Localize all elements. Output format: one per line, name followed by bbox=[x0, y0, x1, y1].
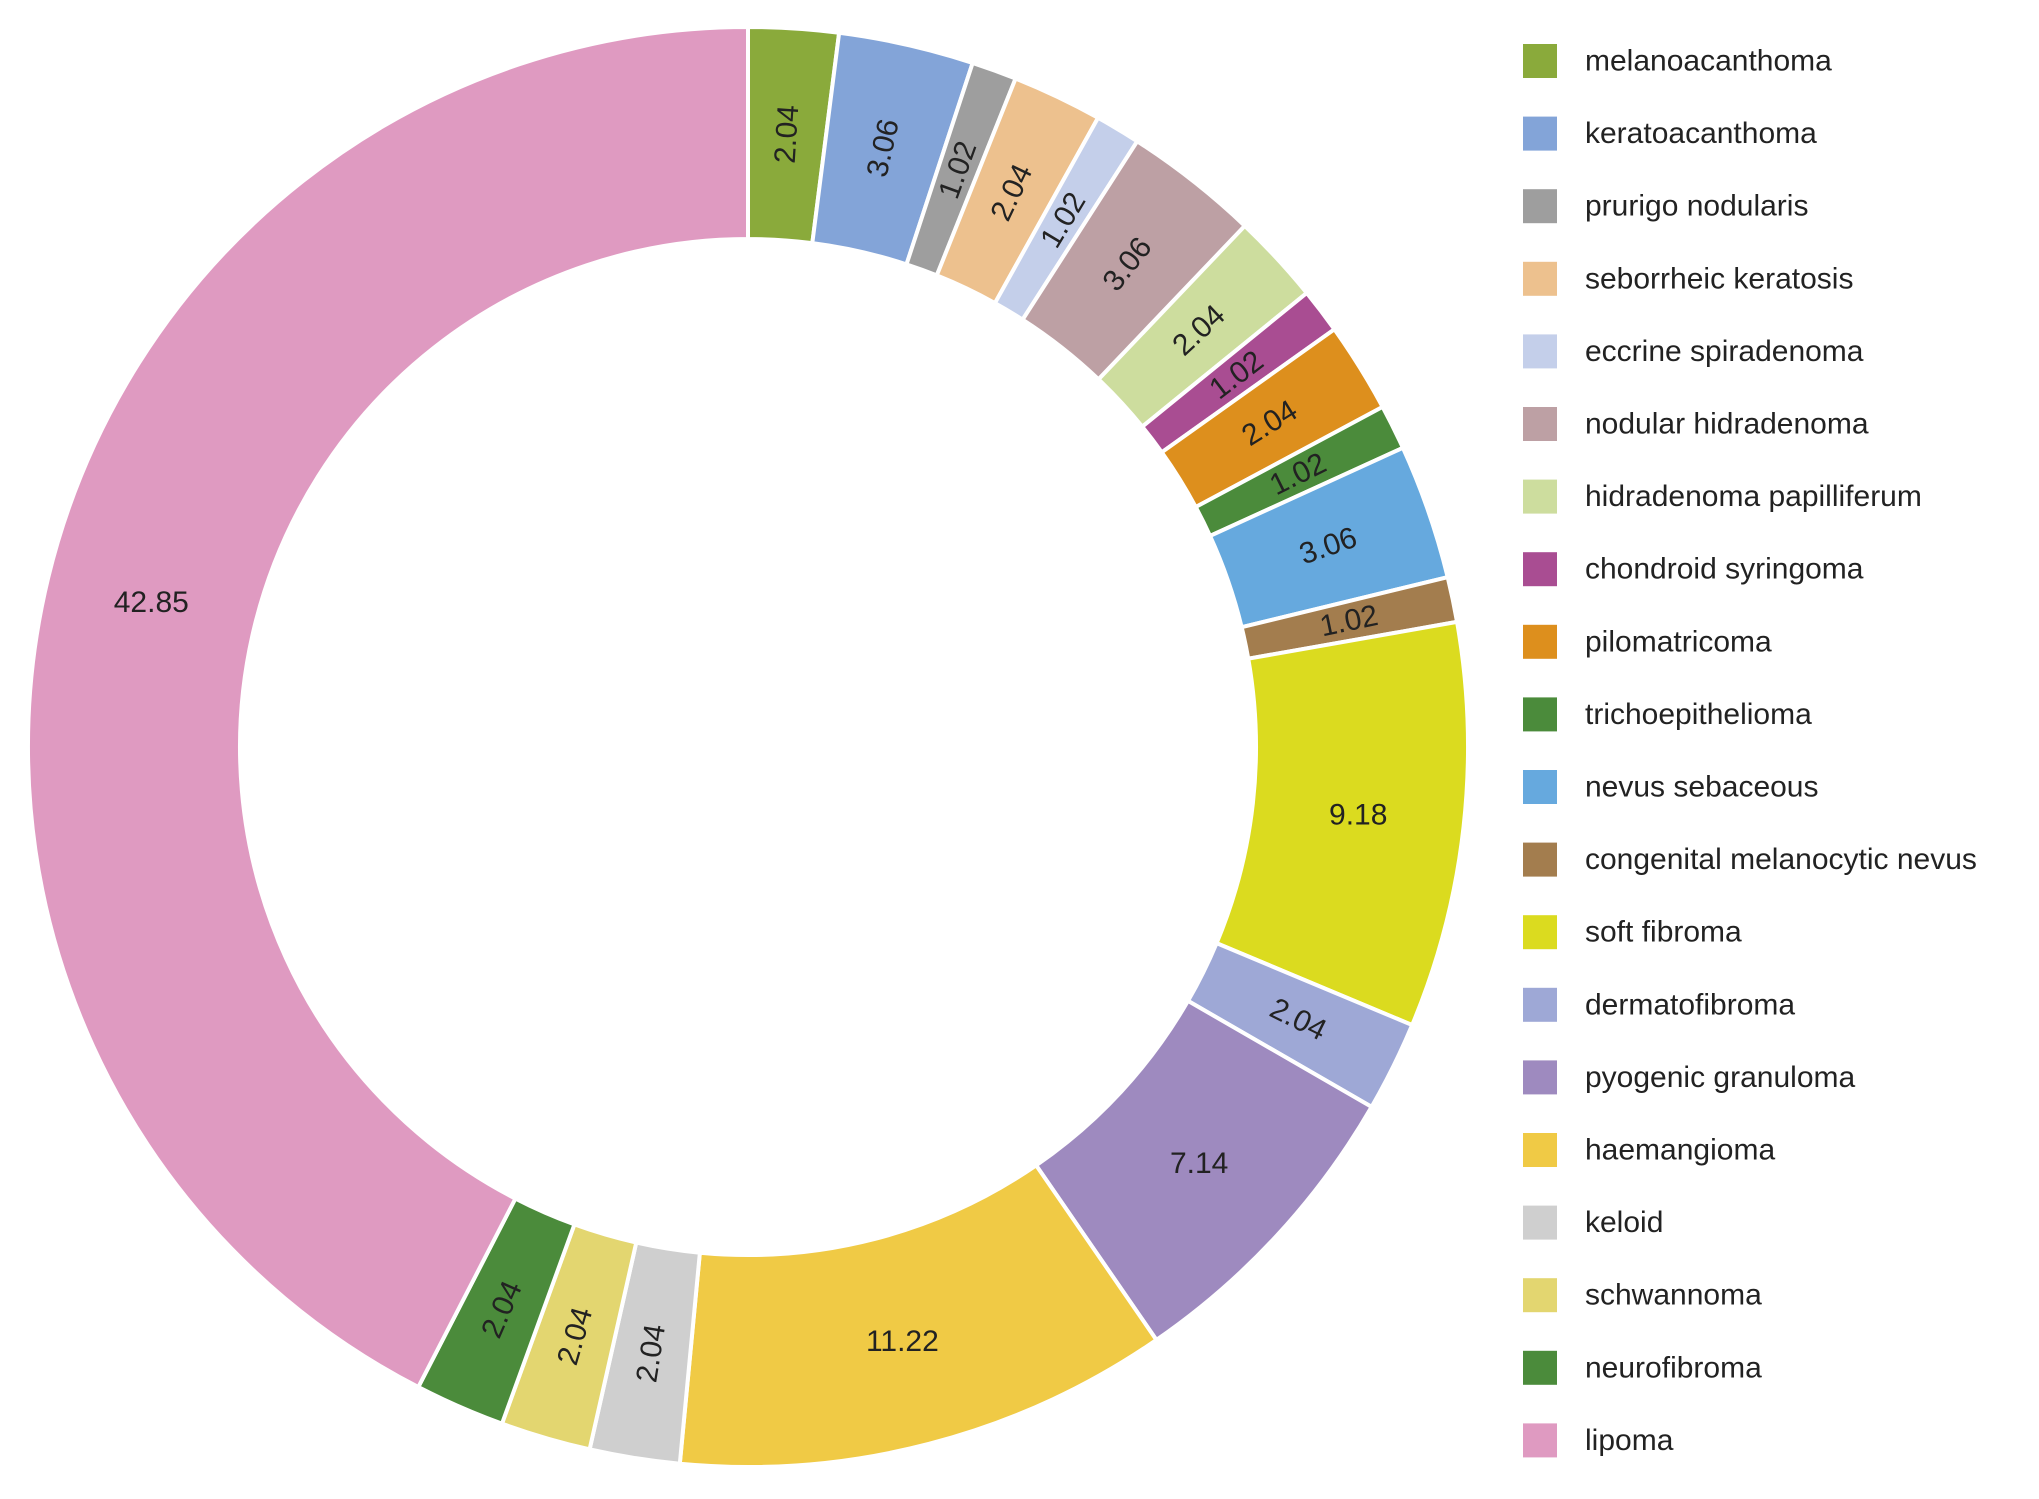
legend-label-seborrheic-keratosis: seborrheic keratosis bbox=[1585, 262, 1853, 295]
slice-lipoma bbox=[26, 24, 750, 1390]
slice-label-haemangioma: 11.22 bbox=[866, 1325, 939, 1358]
legend-item-haemangioma: haemangioma bbox=[1523, 1133, 1775, 1167]
legend-item-dermatofibroma: dermatofibroma bbox=[1523, 987, 1795, 1022]
legend-label-trichoepithelioma: trichoepithelioma bbox=[1585, 698, 1812, 731]
legend-item-trichoepithelioma: trichoepithelioma bbox=[1523, 697, 1812, 732]
legend-item-hidradenoma-papilliferum: hidradenoma papilliferum bbox=[1523, 479, 1922, 514]
legend-swatch-soft-fibroma bbox=[1523, 915, 1557, 950]
donut-slices bbox=[26, 24, 1470, 1469]
legend-label-dermatofibroma: dermatofibroma bbox=[1585, 988, 1795, 1021]
legend-label-keloid: keloid bbox=[1585, 1206, 1663, 1239]
legend-item-melanoacanthoma: melanoacanthoma bbox=[1523, 44, 1832, 78]
slice-label-pyogenic-granuloma: 7.14 bbox=[1170, 1147, 1228, 1180]
legend-item-nodular-hidradenoma: nodular hidradenoma bbox=[1523, 407, 1869, 441]
slice-label-lipoma: 42.85 bbox=[114, 586, 189, 619]
legend-label-hidradenoma-papilliferum: hidradenoma papilliferum bbox=[1585, 480, 1922, 513]
legend-label-schwannoma: schwannoma bbox=[1585, 1279, 1762, 1312]
legend-label-lipoma: lipoma bbox=[1585, 1424, 1674, 1457]
legend: melanoacanthoma keratoacanthoma prurigo no… bbox=[1523, 44, 1977, 1458]
legend-swatch-neurofibroma bbox=[1523, 1350, 1557, 1385]
legend-item-keloid: keloid bbox=[1523, 1205, 1663, 1240]
legend-swatch-pyogenic-granuloma bbox=[1523, 1060, 1557, 1095]
legend-item-seborrheic-keratosis: seborrheic keratosis bbox=[1523, 261, 1853, 296]
legend-swatch-seborrheic-keratosis bbox=[1523, 261, 1557, 296]
legend-label-nodular-hidradenoma: nodular hidradenoma bbox=[1585, 408, 1869, 441]
legend-swatch-keratoacanthoma bbox=[1523, 116, 1557, 151]
legend-label-prurigo-nodularis: prurigo nodularis bbox=[1585, 190, 1808, 223]
legend-label-pilomatricoma: pilomatricoma bbox=[1585, 625, 1772, 658]
legend-swatch-hidradenoma-papilliferum bbox=[1523, 479, 1557, 514]
legend-item-prurigo-nodularis: prurigo nodularis bbox=[1523, 189, 1808, 224]
legend-label-nevus-sebaceous: nevus sebaceous bbox=[1585, 771, 1819, 804]
legend-swatch-melanoacanthoma bbox=[1523, 44, 1557, 78]
legend-label-keratoacanthoma: keratoacanthoma bbox=[1585, 117, 1817, 150]
legend-item-congenital-melanocytic-nevus: congenital melanocytic nevus bbox=[1523, 842, 1977, 877]
legend-label-eccrine-spiradenoma: eccrine spiradenoma bbox=[1585, 335, 1864, 368]
legend-item-pilomatricoma: pilomatricoma bbox=[1523, 624, 1772, 659]
legend-label-chondroid-syringoma: chondroid syringoma bbox=[1585, 553, 1864, 586]
legend-label-melanoacanthoma: melanoacanthoma bbox=[1585, 45, 1832, 78]
legend-item-soft-fibroma: soft fibroma bbox=[1523, 915, 1742, 950]
slice-label-soft-fibroma: 9.18 bbox=[1329, 798, 1387, 831]
legend-swatch-schwannoma bbox=[1523, 1278, 1557, 1313]
legend-label-pyogenic-granuloma: pyogenic granuloma bbox=[1585, 1061, 1855, 1094]
legend-swatch-congenital-melanocytic-nevus bbox=[1523, 842, 1557, 877]
legend-item-chondroid-syringoma: chondroid syringoma bbox=[1523, 552, 1864, 587]
legend-swatch-nevus-sebaceous bbox=[1523, 770, 1557, 804]
legend-swatch-eccrine-spiradenoma bbox=[1523, 334, 1557, 369]
legend-swatch-keloid bbox=[1523, 1205, 1557, 1240]
legend-item-eccrine-spiradenoma: eccrine spiradenoma bbox=[1523, 334, 1864, 369]
legend-swatch-pilomatricoma bbox=[1523, 624, 1557, 659]
legend-swatch-nodular-hidradenoma bbox=[1523, 407, 1557, 441]
legend-swatch-chondroid-syringoma bbox=[1523, 552, 1557, 587]
legend-item-schwannoma: schwannoma bbox=[1523, 1278, 1762, 1313]
legend-label-neurofibroma: neurofibroma bbox=[1585, 1351, 1762, 1384]
legend-label-haemangioma: haemangioma bbox=[1585, 1134, 1775, 1167]
legend-label-congenital-melanocytic-nevus: congenital melanocytic nevus bbox=[1585, 843, 1977, 876]
legend-item-lipoma: lipoma bbox=[1523, 1423, 1674, 1458]
legend-swatch-haemangioma bbox=[1523, 1133, 1557, 1167]
legend-label-soft-fibroma: soft fibroma bbox=[1585, 916, 1742, 949]
legend-swatch-dermatofibroma bbox=[1523, 987, 1557, 1022]
legend-swatch-prurigo-nodularis bbox=[1523, 189, 1557, 224]
legend-swatch-trichoepithelioma bbox=[1523, 697, 1557, 732]
legend-item-neurofibroma: neurofibroma bbox=[1523, 1350, 1762, 1385]
legend-item-keratoacanthoma: keratoacanthoma bbox=[1523, 116, 1817, 151]
legend-swatch-lipoma bbox=[1523, 1423, 1557, 1458]
legend-item-pyogenic-granuloma: pyogenic granuloma bbox=[1523, 1060, 1855, 1095]
slice-label-melanoacanthoma: 2.04 bbox=[769, 104, 806, 164]
legend-item-nevus-sebaceous: nevus sebaceous bbox=[1523, 770, 1819, 804]
